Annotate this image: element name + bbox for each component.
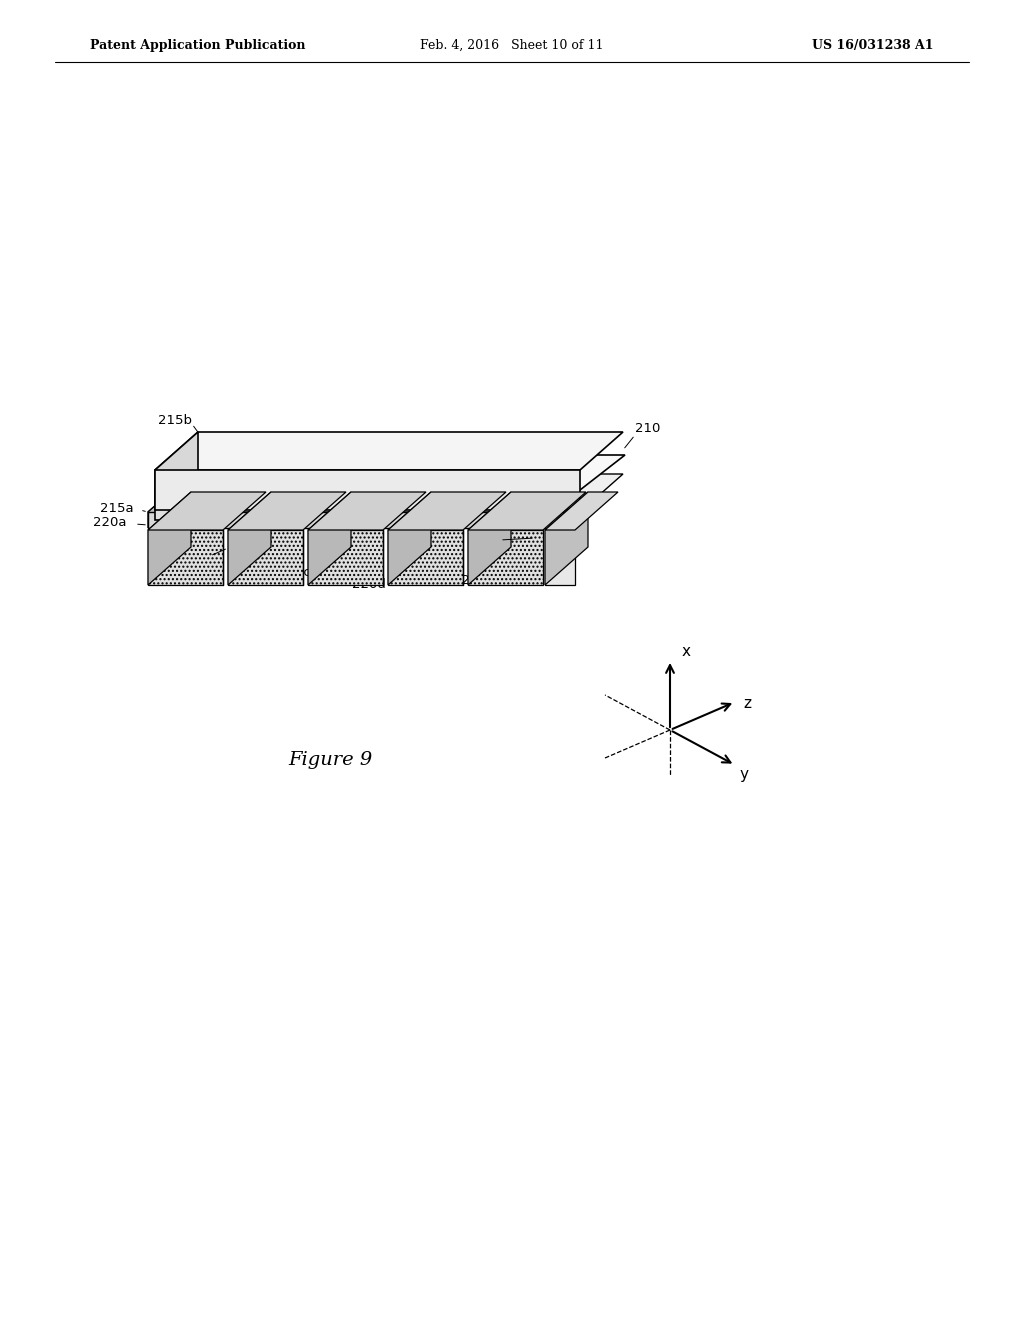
Text: 220b: 220b <box>183 552 217 565</box>
Polygon shape <box>468 492 586 531</box>
Polygon shape <box>228 531 303 585</box>
Text: 10: 10 <box>152 533 169 546</box>
Polygon shape <box>388 492 506 531</box>
Polygon shape <box>148 492 191 585</box>
Text: 220e: 220e <box>453 573 486 586</box>
Polygon shape <box>148 531 223 585</box>
Text: 220a: 220a <box>93 516 127 528</box>
Polygon shape <box>308 531 383 585</box>
Text: 215a: 215a <box>100 502 133 515</box>
Polygon shape <box>545 492 618 531</box>
Text: US 16/031238 A1: US 16/031238 A1 <box>812 38 934 51</box>
Polygon shape <box>545 531 575 585</box>
Polygon shape <box>468 492 511 585</box>
Polygon shape <box>388 531 463 585</box>
Polygon shape <box>155 490 200 520</box>
Polygon shape <box>155 455 625 490</box>
Polygon shape <box>308 492 351 585</box>
Text: x: x <box>682 644 691 660</box>
Text: 215d: 215d <box>316 572 350 585</box>
Polygon shape <box>388 492 431 585</box>
Polygon shape <box>155 432 623 470</box>
Polygon shape <box>148 474 623 512</box>
Polygon shape <box>308 492 426 531</box>
Text: z: z <box>743 697 751 711</box>
Polygon shape <box>148 474 191 528</box>
Text: Patent Application Publication: Patent Application Publication <box>90 38 305 51</box>
Polygon shape <box>468 531 543 585</box>
Text: y: y <box>739 767 748 783</box>
Polygon shape <box>228 492 271 585</box>
Text: 220c: 220c <box>278 565 310 578</box>
Text: Figure 9: Figure 9 <box>288 751 372 770</box>
Text: 10: 10 <box>403 568 420 581</box>
Polygon shape <box>228 492 346 531</box>
Polygon shape <box>148 492 266 531</box>
Polygon shape <box>545 492 588 585</box>
Text: Feb. 4, 2016   Sheet 10 of 11: Feb. 4, 2016 Sheet 10 of 11 <box>420 38 604 51</box>
Text: 220d: 220d <box>352 578 386 591</box>
Polygon shape <box>155 432 198 510</box>
Text: 215e: 215e <box>535 528 568 541</box>
Polygon shape <box>155 470 580 510</box>
Text: 210: 210 <box>635 421 660 434</box>
Text: 215b: 215b <box>158 413 193 426</box>
Polygon shape <box>148 512 580 528</box>
Text: 215a: 215a <box>237 560 270 573</box>
